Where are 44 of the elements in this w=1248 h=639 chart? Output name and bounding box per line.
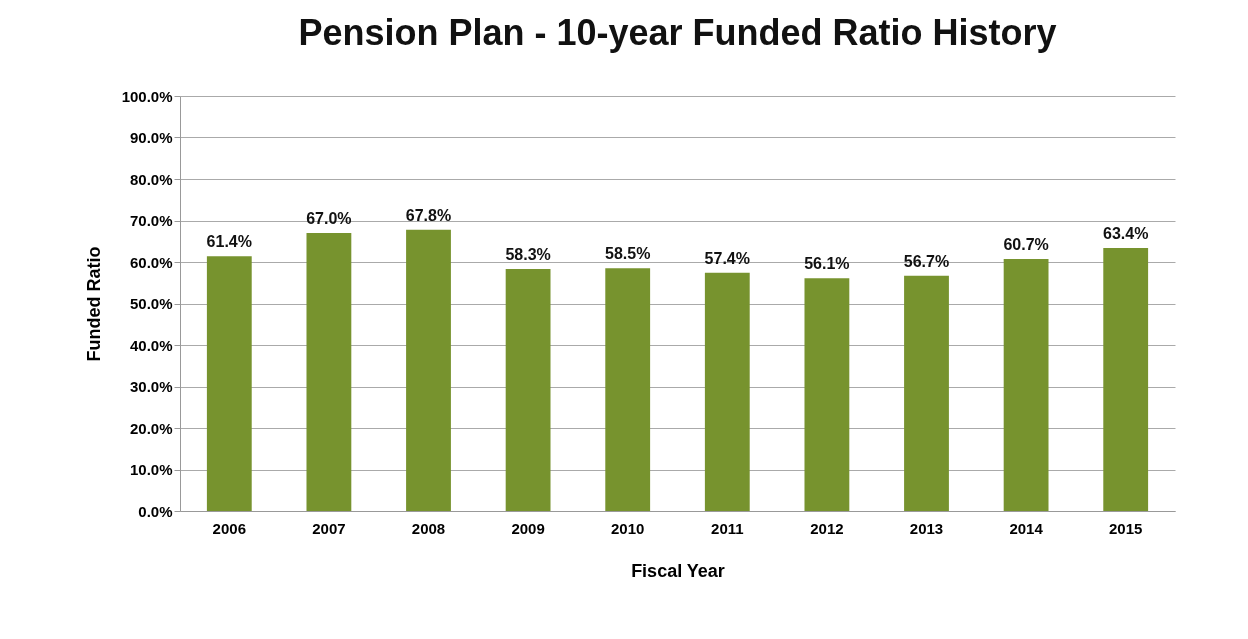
y-tick-label: 30.0%	[129, 378, 173, 395]
data-label: 67.0%	[306, 209, 352, 227]
bar	[1003, 259, 1049, 511]
x-tick-label: 2009	[511, 519, 545, 537]
x-tick-label: 2015	[1109, 519, 1143, 537]
x-tick-label: 2014	[1009, 519, 1044, 537]
x-tick-label: 2008	[411, 519, 446, 537]
data-label: 67.8%	[405, 206, 452, 224]
x-tick-label: 2007	[312, 519, 346, 537]
bar	[206, 256, 252, 511]
y-tick-label: 70.0%	[129, 212, 173, 229]
y-tick-label: 40.0%	[129, 336, 173, 354]
data-label: 56.1%	[804, 255, 850, 273]
y-tick-label: 10.0%	[129, 461, 173, 478]
data-label: 61.4%	[206, 233, 252, 251]
x-tick-label: 2011	[711, 519, 744, 537]
data-label: 58.3%	[505, 246, 551, 264]
bar	[1103, 247, 1149, 511]
data-label: 58.5%	[605, 245, 651, 263]
x-tick-label: 2010	[611, 519, 645, 537]
data-label: 57.4%	[704, 249, 750, 267]
x-tick-label: 2006	[212, 519, 246, 537]
x-tick-label: 2013	[909, 519, 944, 537]
x-axis-title: Fiscal Year	[631, 560, 725, 581]
bar	[406, 229, 451, 511]
data-label: 56.7%	[903, 252, 950, 270]
y-tick-label: 0.0%	[138, 502, 173, 520]
y-tick-label: 100.0%	[121, 87, 173, 105]
y-tick-label: 80.0%	[129, 170, 173, 188]
bar	[306, 232, 352, 511]
data-label: 60.7%	[1003, 236, 1049, 254]
y-axis-title: Funded Ratio	[83, 246, 104, 362]
x-tick-label: 2012	[810, 519, 844, 537]
y-tick-label: 90.0%	[129, 129, 173, 146]
bar	[505, 269, 551, 511]
chart-title: Pension Plan - 10-year Funded Ratio History	[298, 12, 1057, 53]
y-tick-label: 50.0%	[129, 295, 173, 312]
bar	[904, 275, 949, 511]
bar	[605, 268, 651, 511]
data-label: 63.4%	[1103, 224, 1149, 242]
bar	[804, 278, 850, 511]
y-tick-label: 60.0%	[129, 253, 173, 271]
y-tick-label: 20.0%	[129, 419, 173, 437]
bar	[704, 272, 750, 511]
